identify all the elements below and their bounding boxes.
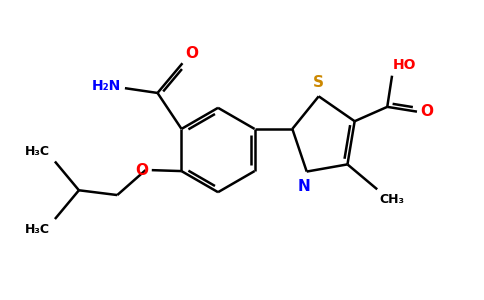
- Text: CH₃: CH₃: [379, 193, 405, 206]
- Text: H₃C: H₃C: [25, 145, 50, 158]
- Text: N: N: [298, 179, 311, 194]
- Text: H₂N: H₂N: [92, 79, 121, 93]
- Text: O: O: [185, 46, 198, 61]
- Text: H₃C: H₃C: [25, 223, 50, 236]
- Text: HO: HO: [393, 58, 417, 72]
- Text: O: O: [135, 163, 148, 178]
- Text: O: O: [420, 104, 433, 119]
- Text: S: S: [313, 75, 324, 90]
